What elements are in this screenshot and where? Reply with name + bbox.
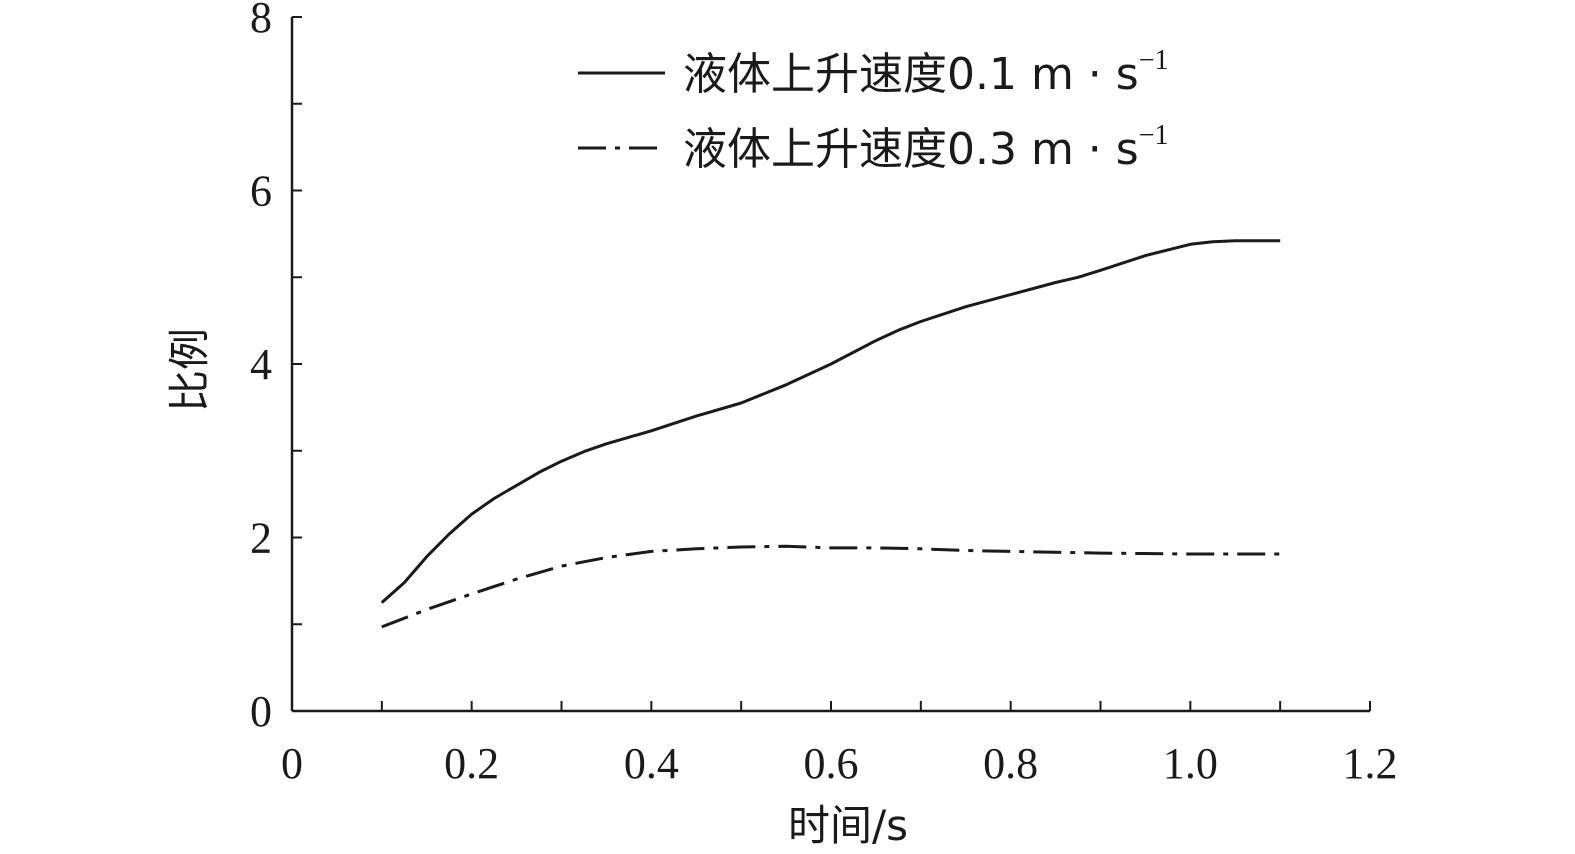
series-line-1	[380, 239, 1281, 604]
legend-label-1: 液体上升速度0.1 m · s−1	[683, 45, 1169, 100]
x-tick-label: 1.0	[1163, 739, 1218, 788]
y-tick-label: 2	[250, 514, 272, 563]
legend-superscript-1: −1	[1139, 45, 1169, 76]
legend: 液体上升速度0.1 m · s−1 液体上升速度0.3 m · s−1	[578, 45, 1169, 175]
y-axis-title: 比例	[165, 328, 214, 412]
x-tick-label: 0	[281, 739, 303, 788]
x-tick-label: 0.4	[624, 739, 679, 788]
legend-superscript-2: −1	[1139, 120, 1169, 151]
x-tick-label: 1.2	[1343, 739, 1398, 788]
x-tick-label: 0.2	[444, 739, 499, 788]
y-tick-label: 6	[250, 167, 272, 216]
series-line-2	[381, 544, 1281, 629]
series-layer	[380, 239, 1281, 629]
y-tick-label: 8	[250, 0, 272, 42]
y-tick-label: 0	[250, 687, 272, 736]
legend-label-2: 液体上升速度0.3 m · s−1	[683, 120, 1169, 175]
x-tick-label: 0.6	[804, 739, 859, 788]
y-tick-label: 4	[250, 340, 272, 389]
x-tick-label: 0.8	[983, 739, 1038, 788]
y-tick-labels: 0 2 4 6 8	[250, 0, 272, 736]
axes	[290, 16, 1371, 713]
x-tick-labels: 0 0.2 0.4 0.6 0.8 1.0 1.2	[281, 739, 1398, 788]
x-axis-title: 时间/s	[788, 801, 908, 850]
